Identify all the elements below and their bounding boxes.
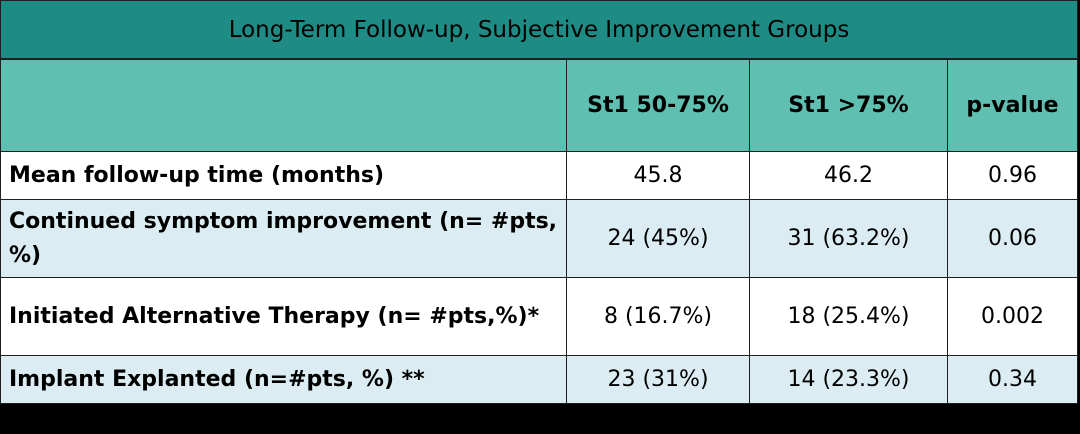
- table-row: Implant Explanted (n=#pts, %) ** 23 (31%…: [0, 355, 1079, 404]
- header-blank-cell: [0, 58, 567, 152]
- row-value-st1-over-75: 14 (23.3%): [749, 355, 948, 404]
- row-label: Mean follow-up time (months): [0, 151, 567, 200]
- table-header-row: St1 50-75% St1 >75% p-value: [0, 58, 1079, 152]
- row-value-st1-50-75: 45.8: [566, 151, 750, 200]
- row-value-st1-over-75: 46.2: [749, 151, 948, 200]
- table-title-row: Long-Term Follow-up, Subjective Improvem…: [0, 0, 1079, 60]
- row-value-st1-50-75: 8 (16.7%): [566, 277, 750, 356]
- row-value-st1-over-75: 31 (63.2%): [749, 199, 948, 278]
- header-st1-over-75: St1 >75%: [749, 58, 948, 152]
- row-label: Initiated Alternative Therapy (n= #pts,%…: [0, 277, 567, 356]
- row-label: Continued symptom improvement (n= #pts, …: [0, 199, 567, 278]
- follow-up-table: Long-Term Follow-up, Subjective Improvem…: [0, 0, 1079, 404]
- row-value-st1-50-75: 24 (45%): [566, 199, 750, 278]
- table-title: Long-Term Follow-up, Subjective Improvem…: [0, 0, 1079, 60]
- header-st1-50-75: St1 50-75%: [566, 58, 750, 152]
- row-p-value: 0.002: [946, 277, 1079, 356]
- table-row: Mean follow-up time (months) 45.8 46.2 0…: [0, 151, 1079, 200]
- row-p-value: 0.96: [946, 151, 1079, 200]
- row-label: Implant Explanted (n=#pts, %) **: [0, 355, 567, 404]
- table-row: Continued symptom improvement (n= #pts, …: [0, 199, 1079, 278]
- row-value-st1-50-75: 23 (31%): [566, 355, 750, 404]
- header-p-value: p-value: [946, 58, 1079, 152]
- row-p-value: 0.06: [946, 199, 1079, 278]
- row-value-st1-over-75: 18 (25.4%): [749, 277, 948, 356]
- row-p-value: 0.34: [946, 355, 1079, 404]
- table-row: Initiated Alternative Therapy (n= #pts,%…: [0, 277, 1079, 356]
